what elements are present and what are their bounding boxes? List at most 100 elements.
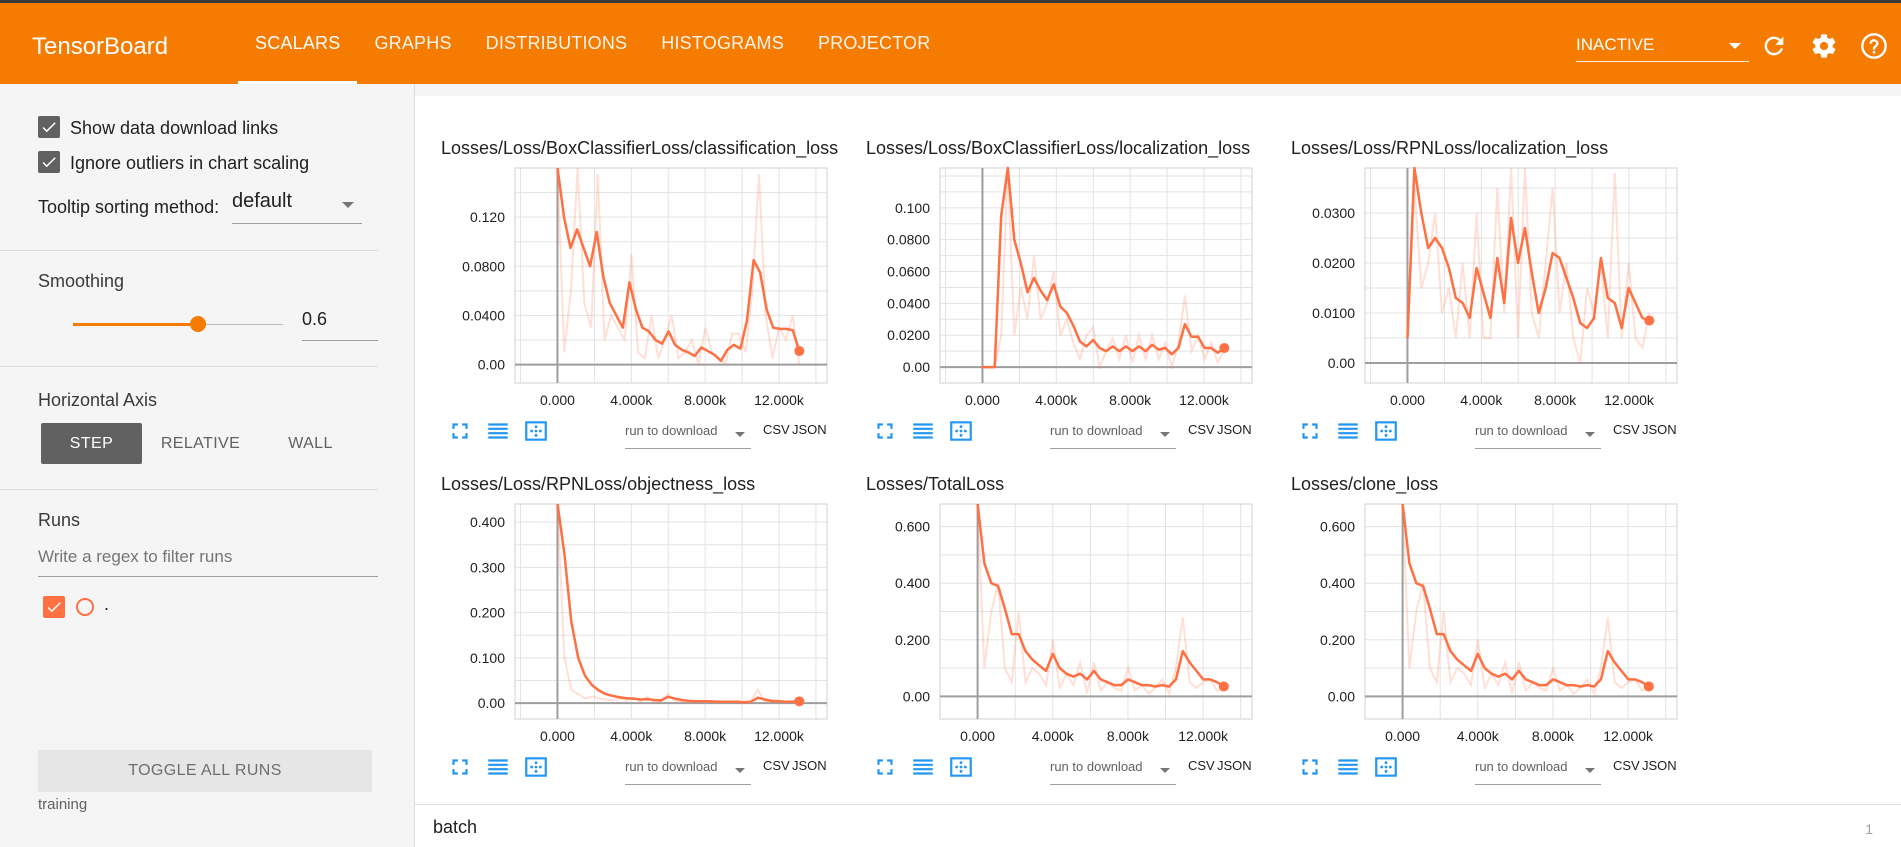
toggle-log-scale-icon[interactable] (1335, 418, 1361, 444)
series-end-point (794, 346, 805, 357)
fullscreen-icon[interactable] (447, 754, 473, 780)
download-json-link[interactable]: JSON (1217, 422, 1252, 437)
fullscreen-icon[interactable] (872, 754, 898, 780)
download-json-link[interactable]: JSON (1642, 422, 1677, 437)
fit-domain-icon[interactable] (948, 418, 974, 444)
smoothing-slider-track[interactable] (198, 324, 283, 325)
tag-group-page: 1 (1865, 821, 1873, 837)
series-end-point (1218, 681, 1229, 692)
download-csv-link[interactable]: CSV (1188, 422, 1215, 437)
fit-domain-icon[interactable] (523, 418, 549, 444)
run-to-download-placeholder: run to download (1050, 423, 1143, 438)
download-csv-link[interactable]: CSV (1188, 758, 1215, 773)
x-tick-label: 8.000k (1107, 728, 1150, 744)
fullscreen-icon[interactable] (1297, 754, 1323, 780)
tag-group-header[interactable]: batch 1 (415, 804, 1901, 847)
run-color-circle-icon[interactable] (74, 596, 96, 618)
raw-series-line (1401, 509, 1650, 697)
y-tick-label: 0.600 (895, 519, 930, 535)
ignore-outliers-checkbox[interactable] (38, 151, 60, 173)
tab-histograms[interactable]: HISTOGRAMS (661, 33, 784, 53)
run-to-download-select[interactable]: run to download (1050, 423, 1176, 449)
run-to-download-placeholder: run to download (1475, 423, 1568, 438)
toggle-log-scale-icon[interactable] (910, 754, 936, 780)
run-to-download-select[interactable]: run to download (1475, 423, 1601, 449)
line-chart[interactable]: 0.000 4.000k 8.000k 12.000k 0.00 0.0200 0.0400… (840, 118, 1264, 418)
fit-domain-icon[interactable] (523, 754, 549, 780)
download-json-link[interactable]: JSON (792, 758, 827, 773)
run-to-download-placeholder: run to download (1050, 759, 1143, 774)
x-tick-label: 8.000k (1532, 728, 1575, 744)
fit-domain-icon[interactable] (1373, 754, 1399, 780)
y-tick-label: 0.00 (903, 359, 930, 375)
fit-domain-icon[interactable] (1373, 418, 1399, 444)
x-tick-label: 0.000 (540, 728, 575, 744)
chevron-down-icon (735, 432, 745, 437)
run-to-download-select[interactable]: run to download (625, 423, 751, 449)
download-csv-link[interactable]: CSV (763, 758, 790, 773)
download-json-link[interactable]: JSON (1217, 758, 1252, 773)
smoothed-series-line (1401, 503, 1650, 688)
y-tick-label: 0.200 (1320, 632, 1355, 648)
chart-title: Losses/clone_loss (1291, 474, 1439, 494)
tooltip-sorting-select[interactable]: default (232, 190, 362, 224)
run-to-download-select[interactable]: run to download (1475, 759, 1601, 785)
line-chart[interactable]: 0.000 4.000k 8.000k 12.000k 0.00 0.200 0.400 0.… (840, 454, 1264, 754)
plot-area (939, 503, 1253, 720)
download-csv-link[interactable]: CSV (763, 422, 790, 437)
y-tick-label: 0.0400 (887, 295, 930, 311)
tab-projector[interactable]: PROJECTOR (817, 33, 931, 53)
line-chart[interactable]: 0.000 4.000k 8.000k 12.000k 0.00 0.0100 0.0200… (1265, 118, 1689, 418)
line-chart[interactable]: 0.000 4.000k 8.000k 12.000k 0.00 0.0400 0.0800… (415, 118, 839, 418)
y-tick-label: 0.00 (478, 695, 505, 711)
smoothing-value-input[interactable]: 0.6 (302, 309, 378, 341)
show-download-links-checkbox[interactable] (38, 116, 60, 138)
run-to-download-placeholder: run to download (625, 759, 718, 774)
help-icon[interactable] (1860, 32, 1888, 60)
fullscreen-icon[interactable] (872, 418, 898, 444)
fullscreen-icon[interactable] (1297, 418, 1323, 444)
download-json-link[interactable]: JSON (792, 422, 827, 437)
y-tick-label: 0.100 (470, 650, 505, 666)
raw-series-line (976, 509, 1225, 697)
chart-title: Losses/TotalLoss (866, 474, 1005, 494)
line-chart[interactable]: 0.000 4.000k 8.000k 12.000k 0.00 0.100 0.200 0.… (415, 454, 839, 754)
x-tick-label: 4.000k (1032, 728, 1075, 744)
settings-gear-icon[interactable] (1810, 32, 1838, 60)
chevron-down-icon (1585, 432, 1595, 437)
top-bar: TensorBoard SCALARS GRAPHS DISTRIBUTIONS… (0, 0, 1901, 84)
chart-title: Losses/Loss/BoxClassifierLoss/classifica… (441, 138, 839, 158)
smoothing-slider-knob[interactable] (190, 316, 206, 332)
smoothing-slider-fill (73, 323, 198, 326)
reload-icon[interactable] (1760, 32, 1788, 60)
inactive-plugin-select[interactable]: INACTIVE (1576, 35, 1749, 62)
download-json-link[interactable]: JSON (1642, 758, 1677, 773)
fullscreen-icon[interactable] (447, 418, 473, 444)
tab-scalars[interactable]: SCALARS (238, 3, 358, 84)
toggle-log-scale-icon[interactable] (1335, 754, 1361, 780)
axis-wall-button[interactable]: WALL (288, 434, 333, 452)
tab-graphs[interactable]: GRAPHS (374, 33, 452, 53)
x-tick-label: 12.000k (754, 392, 805, 408)
line-chart[interactable]: 0.000 4.000k 8.000k 12.000k 0.00 0.200 0.400 0.… (1265, 454, 1689, 754)
runs-filter-input[interactable]: Write a regex to filter runs (38, 547, 378, 577)
toggle-log-scale-icon[interactable] (485, 418, 511, 444)
x-tick-label: 4.000k (610, 392, 653, 408)
download-csv-link[interactable]: CSV (1613, 422, 1640, 437)
run-to-download-select[interactable]: run to download (625, 759, 751, 785)
toggle-all-runs-button[interactable]: TOGGLE ALL RUNS (38, 750, 372, 792)
plot-area (1364, 167, 1678, 384)
toggle-log-scale-icon[interactable] (485, 754, 511, 780)
download-csv-link[interactable]: CSV (1613, 758, 1640, 773)
divider (0, 489, 378, 490)
run-checkbox[interactable] (43, 596, 65, 618)
axis-relative-button[interactable]: RELATIVE (160, 434, 241, 452)
toggle-log-scale-icon[interactable] (910, 418, 936, 444)
fit-domain-icon[interactable] (948, 754, 974, 780)
axis-step-button[interactable]: STEP (41, 423, 142, 464)
chart-title: Losses/Loss/RPNLoss/objectness_loss (441, 474, 756, 494)
smoothed-series-line (981, 166, 1226, 369)
tab-distributions[interactable]: DISTRIBUTIONS (485, 33, 628, 53)
x-tick-label: 4.000k (1457, 728, 1500, 744)
run-to-download-select[interactable]: run to download (1050, 759, 1176, 785)
